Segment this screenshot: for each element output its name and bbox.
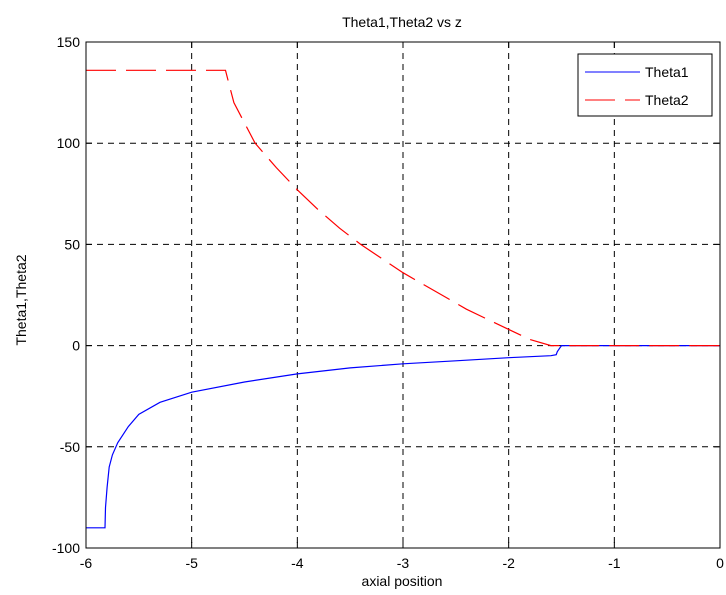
y-tick-label: 0 <box>72 338 80 354</box>
series-line-theta2 <box>86 69 720 347</box>
legend: Theta1 Theta2 <box>577 53 713 117</box>
y-tick-label: -50 <box>60 439 80 455</box>
x-tick-label: -1 <box>608 555 621 571</box>
legend-label-theta1: Theta1 <box>645 64 689 80</box>
x-tick-label: -3 <box>397 555 410 571</box>
x-tick-label: 0 <box>716 555 724 571</box>
x-tick-label: -6 <box>80 555 93 571</box>
legend-label-theta2: Theta2 <box>645 92 689 108</box>
chart-title: Theta1,Theta2 vs z <box>342 14 462 30</box>
y-axis-label: Theta1,Theta2 <box>13 254 29 345</box>
x-tick-label: -5 <box>185 555 198 571</box>
x-tick-label: -4 <box>291 555 304 571</box>
legend-box <box>577 53 713 117</box>
grid-layer <box>86 42 720 548</box>
tick-layer: -6 -5 -4 -3 -2 -1 0 -100 -50 0 50 100 150 <box>52 34 724 571</box>
y-tick-label: 100 <box>57 135 81 151</box>
x-tick-label: -2 <box>502 555 515 571</box>
series-layer <box>86 69 720 529</box>
series-line-theta1 <box>86 345 720 529</box>
y-tick-label: 50 <box>64 236 80 252</box>
x-axis-label: axial position <box>362 573 443 589</box>
plot-frame <box>85 41 721 549</box>
y-tick-label: -100 <box>52 540 80 556</box>
y-tick-label: 150 <box>57 34 81 50</box>
